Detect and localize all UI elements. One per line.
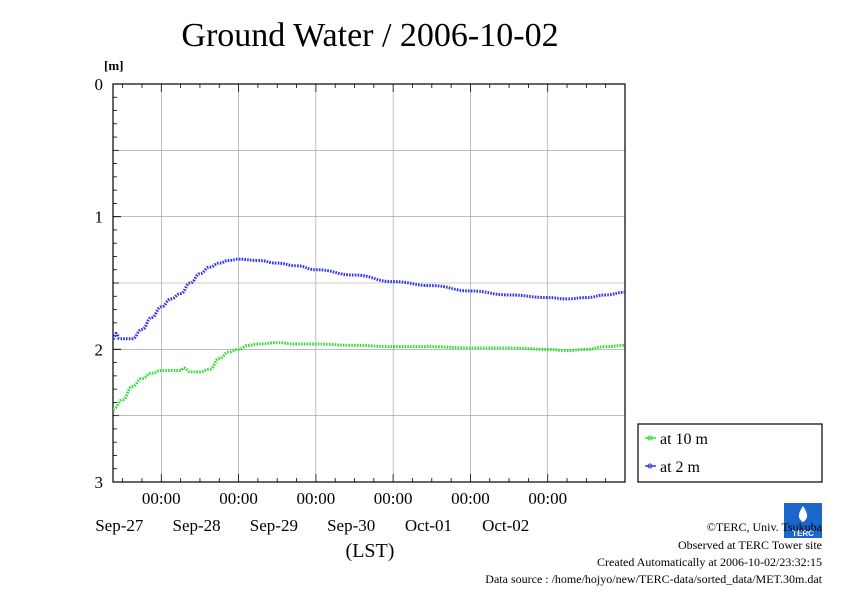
x-tick-date-label: Sep-30 — [327, 516, 375, 535]
y-axis-ticks: 0 1 2 3 — [95, 75, 121, 492]
legend: at 10 m at 2 m — [637, 423, 823, 483]
series-line-at-10m — [112, 341, 626, 411]
x-tick-date-label: Sep-29 — [250, 516, 298, 535]
x-axis-ticks: 00:00 Sep-27 00:00 Sep-28 00:00 Sep-29 00:00 Se… — [95, 84, 607, 535]
logo-text: TERC — [792, 529, 814, 538]
x-tick-date-label: Sep-27 — [95, 516, 144, 535]
y-tick-label: 3 — [95, 473, 104, 492]
x-tick-time-label: 00:00 — [528, 489, 567, 508]
footer-created: Created Automatically at 2006-10-02/23:3… — [597, 555, 822, 569]
legend-marker — [647, 435, 653, 441]
legend-label: at 2 m — [660, 459, 701, 476]
legend-label: at 10 m — [660, 431, 709, 448]
x-tick-time-label: 00:00 — [142, 489, 181, 508]
terc-logo: TERC — [784, 503, 822, 538]
y-tick-label: 1 — [95, 208, 104, 227]
chart-title: Ground Water / 2006-10-02 — [181, 17, 558, 54]
x-tick-time-label: 00:00 — [297, 489, 336, 508]
water-drop-icon — [798, 506, 808, 522]
x-tick-time-label: 00:00 — [374, 489, 413, 508]
footer-source: Data source : /home/hojyo/new/TERC-data/… — [485, 572, 822, 586]
legend-box — [637, 423, 823, 483]
x-tick-date-label: Oct-01 — [405, 516, 452, 535]
y-tick-label: 2 — [95, 340, 104, 359]
footer-observed: Observed at TERC Tower site — [678, 538, 822, 552]
y-tick-label: 0 — [95, 75, 104, 94]
grid-lines — [113, 84, 625, 482]
series-line-at-2m — [112, 257, 626, 341]
x-axis-label: (LST) — [346, 540, 395, 562]
footer-copyright: ©TERC, Univ. Tsukuba — [707, 520, 823, 534]
y-axis-unit: [m] — [104, 58, 124, 73]
x-tick-time-label: 00:00 — [451, 489, 490, 508]
legend-marker — [647, 463, 653, 469]
x-tick-date-label: Sep-28 — [172, 516, 220, 535]
x-tick-date-label: Oct-02 — [482, 516, 529, 535]
series-layer — [112, 257, 626, 411]
x-tick-time-label: 00:00 — [219, 489, 258, 508]
